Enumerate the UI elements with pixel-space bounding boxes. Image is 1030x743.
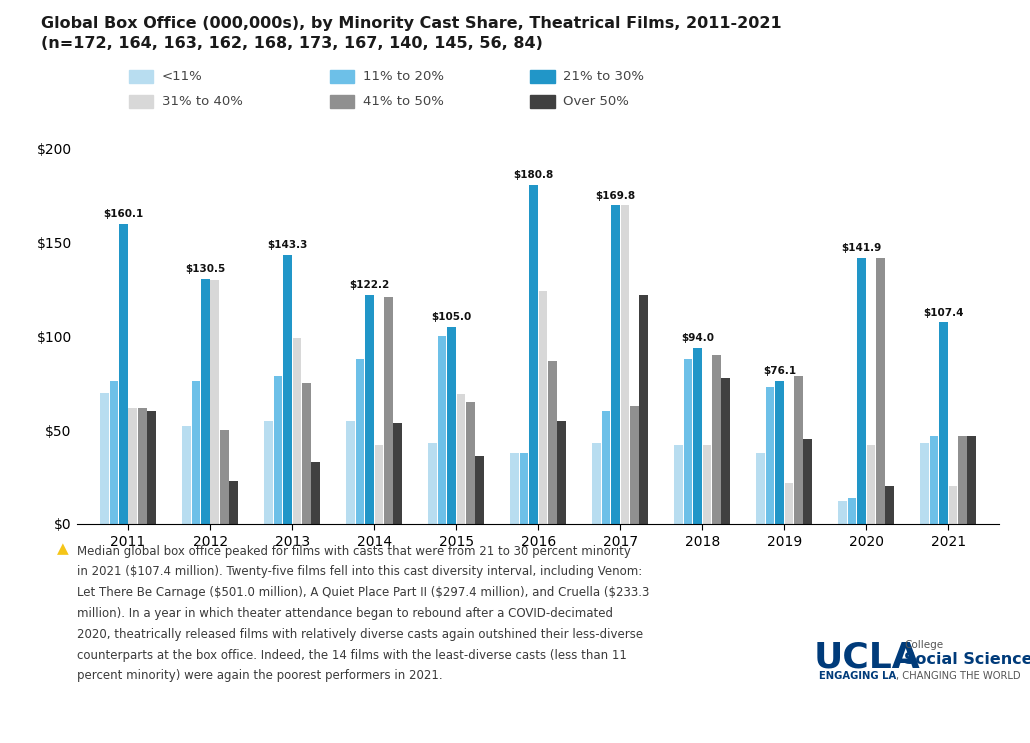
Bar — [265, 421, 273, 524]
Bar — [147, 412, 156, 524]
Bar — [958, 435, 967, 524]
Text: $130.5: $130.5 — [185, 265, 226, 274]
Bar — [100, 392, 109, 524]
Text: UCLA: UCLA — [814, 640, 921, 675]
Bar — [930, 435, 938, 524]
Bar — [311, 462, 320, 524]
Bar — [274, 376, 282, 524]
Bar — [866, 445, 876, 524]
Bar — [365, 295, 374, 524]
Bar — [109, 381, 118, 524]
Bar — [765, 387, 775, 524]
Text: 31% to 40%: 31% to 40% — [162, 95, 243, 108]
Bar — [476, 456, 484, 524]
Bar — [886, 487, 894, 524]
Bar — [712, 355, 721, 524]
Bar — [939, 322, 948, 524]
Bar — [201, 279, 210, 524]
Text: 21% to 30%: 21% to 30% — [563, 70, 645, 83]
Bar — [393, 423, 402, 524]
Text: $180.8: $180.8 — [513, 170, 553, 180]
Bar — [456, 395, 466, 524]
Text: $143.3: $143.3 — [267, 241, 308, 250]
Bar — [721, 377, 730, 524]
Bar — [949, 487, 957, 524]
Bar — [684, 359, 692, 524]
Text: ▲: ▲ — [57, 541, 68, 556]
Bar — [355, 359, 365, 524]
Text: Global Box Office (000,000s), by Minority Cast Share, Theatrical Films, 2011-202: Global Box Office (000,000s), by Minorit… — [41, 16, 782, 31]
Bar — [466, 402, 475, 524]
Bar — [557, 421, 566, 524]
Bar — [611, 205, 620, 524]
Bar — [838, 502, 847, 524]
Bar — [529, 185, 538, 524]
Bar — [129, 408, 137, 524]
Text: $76.1: $76.1 — [763, 366, 796, 377]
Bar — [702, 445, 712, 524]
Text: $107.4: $107.4 — [923, 308, 964, 318]
Bar — [539, 291, 547, 524]
Text: <11%: <11% — [162, 70, 203, 83]
Text: Median global box office peaked for films with casts that were from 21 to 30 per: Median global box office peaked for film… — [77, 545, 631, 557]
Bar — [857, 258, 866, 524]
Text: , CHANGING THE WORLD: , CHANGING THE WORLD — [896, 671, 1021, 681]
Text: Let There Be Carnage ($501.0 million), A Quiet Place Part II ($297.4 million), a: Let There Be Carnage ($501.0 million), A… — [77, 586, 650, 599]
Bar — [520, 452, 528, 524]
Bar — [630, 406, 639, 524]
Bar — [302, 383, 311, 524]
Bar — [620, 205, 629, 524]
Text: $94.0: $94.0 — [681, 333, 714, 343]
Text: (n=172, 164, 163, 162, 168, 173, 167, 140, 145, 56, 84): (n=172, 164, 163, 162, 168, 173, 167, 14… — [41, 36, 543, 51]
Bar — [138, 408, 146, 524]
Bar — [375, 445, 383, 524]
Bar — [776, 381, 784, 524]
Text: $160.1: $160.1 — [103, 209, 143, 219]
Text: College: College — [904, 640, 943, 650]
Bar — [293, 338, 301, 524]
Text: ENGAGING LA: ENGAGING LA — [819, 671, 896, 681]
Bar — [346, 421, 355, 524]
Bar — [438, 337, 446, 524]
Bar — [230, 481, 238, 524]
Bar — [785, 482, 793, 524]
Text: million). In a year in which theater attendance began to rebound after a COVID-d: million). In a year in which theater att… — [77, 607, 613, 620]
Text: 2020, theatrically released films with relatively diverse casts again outshined : 2020, theatrically released films with r… — [77, 628, 644, 640]
Bar — [794, 376, 802, 524]
Text: $141.9: $141.9 — [842, 243, 882, 253]
Bar — [510, 452, 519, 524]
Bar — [210, 280, 219, 524]
Text: counterparts at the box office. Indeed, the 14 films with the least-diverse cast: counterparts at the box office. Indeed, … — [77, 649, 627, 661]
Text: $122.2: $122.2 — [349, 280, 389, 290]
Text: Over 50%: Over 50% — [563, 95, 629, 108]
Bar — [640, 295, 648, 524]
Text: $105.0: $105.0 — [432, 312, 472, 322]
Bar — [192, 381, 200, 524]
Bar — [592, 443, 600, 524]
Bar — [447, 327, 456, 524]
Bar — [675, 445, 683, 524]
Text: 41% to 50%: 41% to 50% — [363, 95, 444, 108]
Text: percent minority) were again the poorest performers in 2021.: percent minority) were again the poorest… — [77, 669, 443, 682]
Bar — [428, 443, 437, 524]
Text: $169.8: $169.8 — [595, 191, 636, 201]
Bar — [220, 430, 229, 524]
Text: Social Sciences: Social Sciences — [904, 652, 1030, 666]
Bar — [756, 452, 765, 524]
Text: in 2021 ($107.4 million). Twenty-five films fell into this cast diversity interv: in 2021 ($107.4 million). Twenty-five fi… — [77, 565, 643, 578]
Bar — [283, 255, 291, 524]
Bar — [921, 443, 929, 524]
Bar — [384, 297, 392, 524]
Bar — [877, 258, 885, 524]
Bar — [848, 498, 856, 524]
Bar — [803, 439, 812, 524]
Bar — [119, 224, 128, 524]
Bar — [548, 360, 556, 524]
Bar — [182, 426, 191, 524]
Bar — [602, 412, 611, 524]
Bar — [967, 435, 976, 524]
Bar — [693, 348, 701, 524]
Text: 11% to 20%: 11% to 20% — [363, 70, 444, 83]
